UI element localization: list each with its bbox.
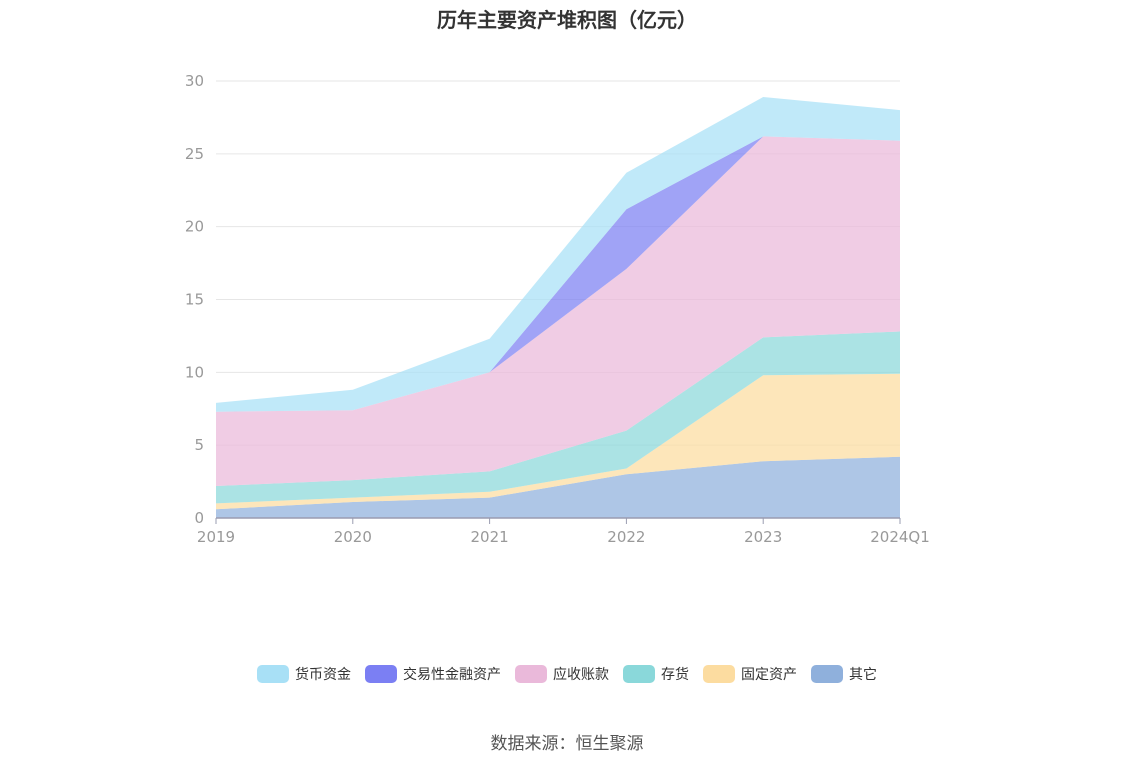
legend-label: 固定资产	[741, 667, 797, 683]
legend-item[interactable]: 固定资产	[703, 664, 797, 684]
legend-swatch	[703, 665, 735, 683]
x-tick-label: 2023	[744, 528, 782, 546]
x-tick-label: 2020	[334, 528, 372, 546]
y-tick-label: 10	[185, 363, 204, 381]
legend: 货币资金 交易性金融资产 应收账款 存货 固定资产 其它	[0, 664, 1134, 684]
legend-label: 交易性金融资产	[403, 667, 501, 683]
y-tick-label: 30	[185, 72, 204, 90]
stacked-area-chart: 0 5 10 15 20 25 30 2019 2020 2021 2022 2023 2024Q1	[185, 72, 930, 546]
legend-swatch	[623, 665, 655, 683]
source-note: 数据来源：恒生聚源	[490, 734, 644, 754]
axes: 0 5 10 15 20 25 30 2019 2020 2021 2022 2023 2024Q1	[185, 72, 930, 546]
legend-item[interactable]: 存货	[623, 664, 689, 684]
legend-swatch	[365, 665, 397, 683]
area-其它	[216, 456, 900, 518]
legend-swatch	[811, 665, 843, 683]
legend-label: 其它	[849, 667, 877, 683]
y-tick-label: 20	[185, 218, 204, 236]
legend-item[interactable]: 其它	[811, 664, 877, 684]
x-tick-label: 2019	[197, 528, 235, 546]
y-tick-label: 5	[194, 436, 204, 454]
y-tick-label: 15	[185, 291, 204, 309]
x-tick-label: 2022	[607, 528, 645, 546]
legend-item[interactable]: 货币资金	[257, 664, 351, 684]
legend-label: 货币资金	[295, 667, 351, 683]
x-tick-label: 2021	[471, 528, 509, 546]
legend-swatch	[515, 665, 547, 683]
area-应收账款	[216, 136, 900, 486]
area-series	[216, 97, 900, 518]
area-货币资金	[216, 97, 900, 412]
area-固定资产	[216, 373, 900, 510]
legend-swatch	[257, 665, 289, 683]
legend-item[interactable]: 交易性金融资产	[365, 664, 501, 684]
x-tick-label: 2024Q1	[870, 528, 930, 546]
y-tick-label: 25	[185, 145, 204, 163]
legend-label: 存货	[661, 667, 689, 683]
legend-label: 应收账款	[553, 667, 609, 683]
area-存货	[216, 331, 900, 504]
legend-item[interactable]: 应收账款	[515, 664, 609, 684]
y-tick-label: 0	[194, 509, 204, 527]
chart-title: 历年主要资产堆积图（亿元）	[437, 8, 697, 32]
